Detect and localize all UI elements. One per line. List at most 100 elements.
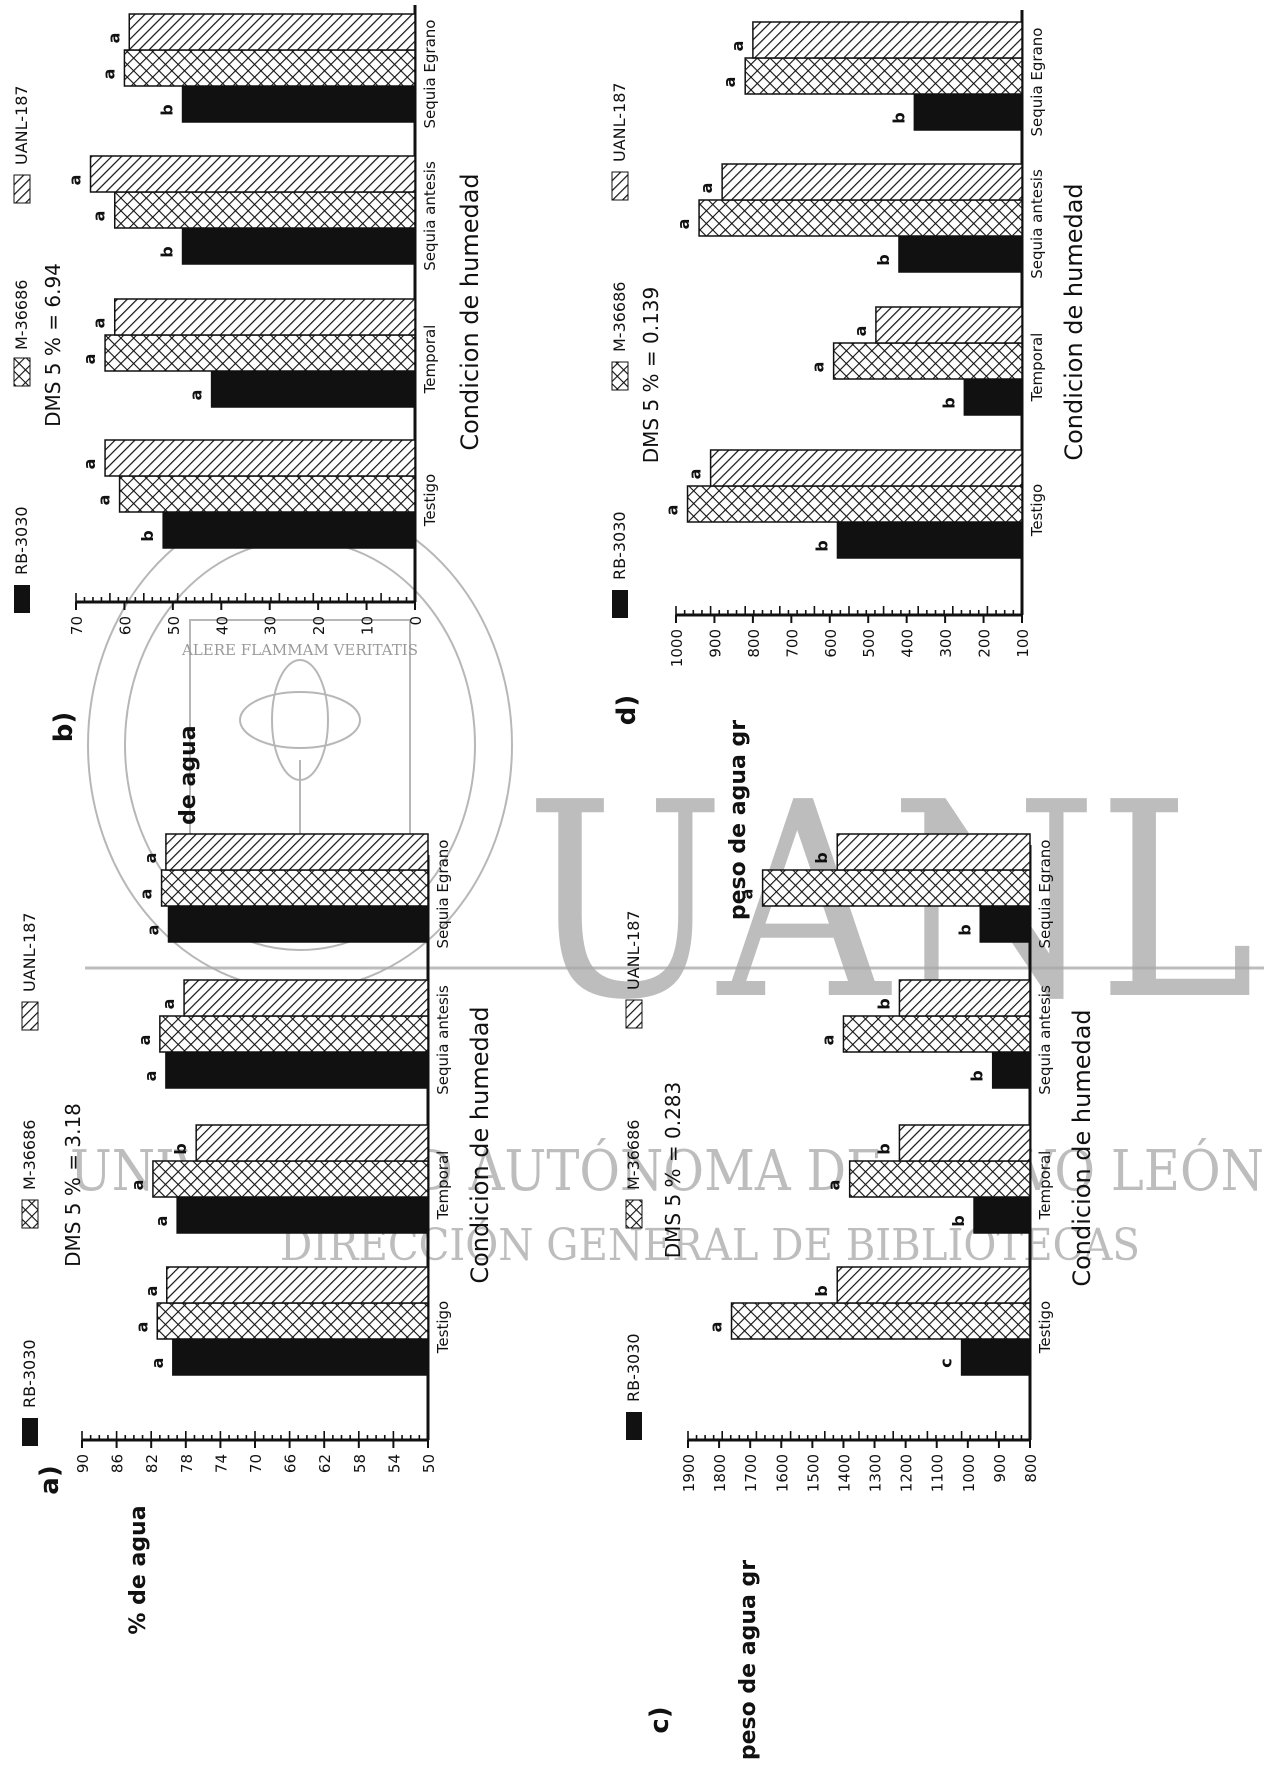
legend-label-d-uanl: UANL-187 [610,82,629,162]
panel-letter-b: b) [49,712,79,743]
bar-c-m-0 [730,1302,1031,1340]
x-axis-label-a: Condicion de humedad [466,1006,494,1283]
y-tick-label: 50 [165,616,183,635]
significance-letter-d-uanl-0: a [686,469,705,480]
legend-swatch-d-uanl [611,171,629,201]
significance-letter-b-uanl-0: a [80,459,99,470]
legend-swatch-c-m [625,1199,643,1229]
bar-d-m-3 [744,57,1023,95]
bar-c-uanl-2 [898,979,1031,1017]
y-tick-label: 1400 [835,1454,853,1492]
bar-c-uanl-0 [836,1266,1031,1304]
bar-d-rb-3 [913,93,1023,131]
bar-a-rb-0 [172,1338,429,1376]
significance-letter-d-uanl-1: a [851,326,870,337]
legend-label-a-rb: RB-3030 [20,1339,39,1408]
significance-letter-a-uanl-1: b [171,1143,190,1154]
bar-c-rb-1 [973,1196,1031,1234]
significance-letter-a-m-0: a [132,1322,151,1333]
legend-label-a-uanl: UANL-187 [20,912,39,992]
y-tick-label: 1000 [668,629,686,667]
dms-label-a: DMS 5 % = 3.18 [61,1103,85,1267]
significance-letter-a-rb-1: a [152,1216,171,1227]
significance-letter-b-m-1: a [80,354,99,365]
seal-motto-text: ALERE FLAMMAM VERITATIS [181,641,418,659]
y-tick-label: 500 [860,629,878,658]
y-tick-label: 74 [212,1454,230,1473]
bars-c: c a b b a b b a b b a b [707,833,1031,1376]
significance-letter-a-rb-3: a [144,925,163,936]
significance-letter-a-m-2: a [135,1035,154,1046]
bar-c-uanl-3 [836,833,1031,871]
significance-letter-b-uanl-3: a [104,33,123,44]
y-tick-label: 20 [310,616,328,635]
x-axis-label-d: Condicion de humedad [1060,183,1088,460]
bar-b-rb-0 [162,511,416,549]
significance-letter-d-uanl-3: a [728,41,747,52]
category-label-a-1: Temporal [434,1151,452,1221]
y-axis-label-a: % de agua [126,1505,151,1634]
category-labels-d: Testigo Temporal Sequia antesis Sequia Egra… [1028,28,1046,538]
significance-letter-c-rb-0: c [937,1358,956,1367]
bar-c-rb-0 [960,1338,1031,1376]
bar-b-rb-2 [181,227,416,265]
y-tick-label: 1300 [867,1454,885,1492]
y-tick-label: 78 [178,1454,196,1473]
y-tick-label: 400 [899,629,917,658]
panel-letter-c: c) [645,1706,675,1733]
y-tick-label: 1900 [680,1454,698,1492]
bar-b-rb-3 [181,85,416,123]
legend-swatch-b-rb [14,585,30,613]
significance-letter-a-m-3: a [137,889,156,900]
y-tick-label: 62 [316,1454,334,1473]
category-labels-c: Testigo Temporal Sequia antesis Sequia Egra… [1036,840,1054,1355]
significance-letter-d-uanl-2: a [697,183,716,194]
legend-swatch-a-uanl [21,1001,39,1031]
y-tick-label: 900 [706,629,724,658]
bar-b-uanl-0 [104,439,416,477]
bar-a-uanl-0 [166,1266,429,1304]
y-tick-label: 0 [407,616,425,626]
bar-a-uanl-1 [195,1124,429,1162]
category-label-d-0: Testigo [1028,484,1046,537]
significance-letter-a-rb-2: a [141,1071,160,1082]
y-tick-label: 200 [976,629,994,658]
bar-a-rb-2 [165,1051,429,1089]
legend-label-a-m: M-36686 [20,1120,39,1190]
bar-c-rb-3 [979,905,1031,943]
y-tick-label: 40 [213,616,231,635]
legend-label-c-uanl: UANL-187 [624,910,643,990]
y-tick-label: 70 [68,616,86,635]
legend-label-b-m: M-36686 [12,280,31,350]
bar-a-uanl-3 [165,833,429,871]
significance-letter-b-uanl-2: a [66,175,85,186]
y-tick-label: 60 [116,616,134,635]
significance-letter-d-rb-1: b [939,397,958,408]
category-label-b-2: Sequia antesis [421,161,439,271]
dms-label-b: DMS 5 % = 6.94 [41,263,65,427]
panel-letter-d: d) [612,695,642,726]
bar-a-m-1 [152,1160,429,1198]
significance-letter-b-m-0: a [95,495,114,506]
bar-d-m-2 [698,199,1023,237]
bar-c-m-2 [842,1015,1031,1053]
legend-label-d-m: M-36686 [610,282,629,352]
y-ticks-b: 0 10 20 30 40 50 60 70 [68,593,425,635]
y-tick-label: 1600 [773,1454,791,1492]
y-axis-label-c: peso de agua gr [736,1560,761,1760]
y-tick-label: 1700 [742,1454,760,1492]
significance-letter-a-rb-0: a [148,1358,167,1369]
bar-b-m-3 [123,49,416,87]
y-tick-label: 58 [351,1454,369,1473]
significance-letter-b-rb-1: a [187,390,206,401]
chart-panel-b: b) % de agua 0 10 20 30 40 50 60 70 b a a a a a b a a b a… [12,5,484,855]
y-tick-label: 1000 [960,1454,978,1492]
category-label-c-1: Temporal [1036,1151,1054,1221]
y-tick-label: 600 [822,629,840,658]
y-tick-label: 66 [282,1454,300,1473]
bar-b-m-0 [118,475,416,513]
y-tick-label: 50 [420,1454,438,1473]
bar-a-m-2 [159,1015,429,1053]
category-label-b-1: Temporal [421,325,439,395]
